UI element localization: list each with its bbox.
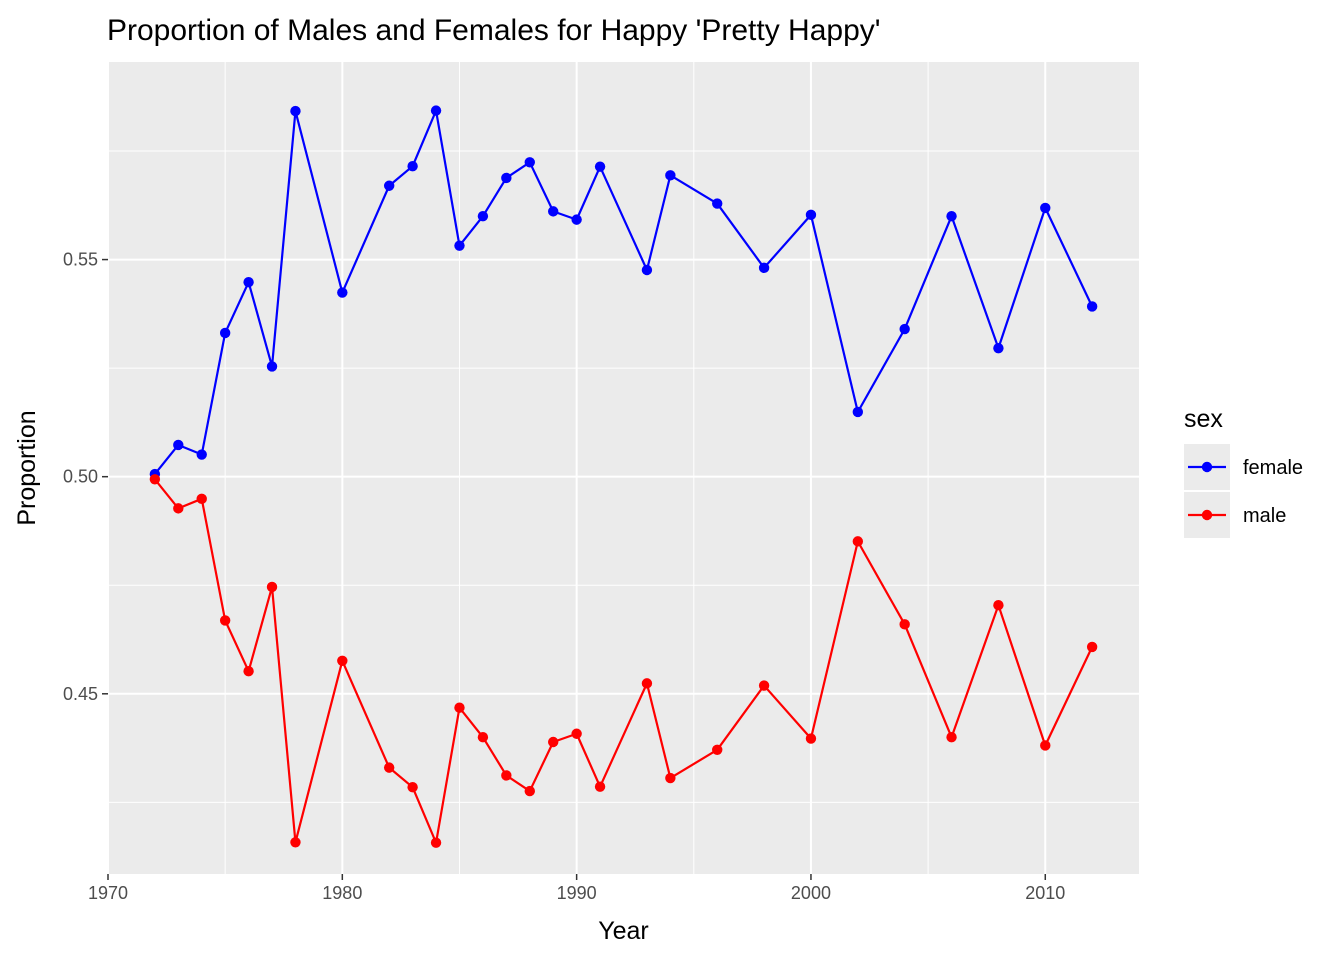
grid-minor	[108, 62, 1139, 874]
point-female-1984	[430, 105, 442, 116]
legend-label-male: male	[1243, 505, 1286, 527]
point-male-1977	[266, 581, 278, 593]
point-male-1989	[548, 736, 559, 748]
point-male-1993	[641, 678, 653, 689]
legend-key-point-female	[1201, 461, 1213, 473]
point-male-1983	[407, 781, 418, 793]
point-female-1989	[548, 206, 559, 217]
point-female-1991	[594, 161, 606, 172]
point-male-1974	[196, 493, 207, 505]
point-male-1990	[571, 728, 582, 739]
y-axis: 0.45 0.50 0.55	[63, 250, 108, 704]
point-female-1977	[266, 361, 278, 372]
point-male-1987	[501, 770, 512, 781]
point-male-1986	[477, 732, 489, 743]
point-male-1980	[337, 655, 348, 666]
point-male-1978	[290, 837, 301, 848]
x-axis: 1970 1980 1990 2000 2010	[88, 874, 1065, 903]
plot-panel	[108, 62, 1139, 874]
point-male-2008	[993, 600, 1004, 611]
point-male-1991	[594, 781, 606, 792]
point-male-2012	[1086, 641, 1098, 653]
chart-title: Proportion of Males and Females for Happ…	[107, 14, 880, 47]
point-male-2000	[805, 733, 817, 744]
point-female-1982	[383, 180, 395, 191]
point-female-2002	[852, 406, 864, 418]
point-male-1994	[665, 772, 676, 784]
point-male-1972	[149, 474, 161, 485]
y-tick-label-2: 0.55	[63, 250, 98, 270]
point-female-1994	[665, 170, 676, 181]
point-female-1976	[243, 276, 254, 288]
legend: sex female male	[1184, 405, 1303, 538]
point-female-1973	[173, 439, 184, 451]
series-layer	[149, 105, 1098, 848]
y-tick-label-1: 0.50	[63, 467, 98, 487]
point-female-1974	[196, 449, 207, 460]
x-tick-label-3: 2000	[791, 883, 831, 903]
x-tick-label-1: 1980	[322, 883, 362, 903]
x-tick-label-4: 2010	[1025, 883, 1065, 903]
point-female-2008	[993, 342, 1004, 354]
point-male-2004	[899, 619, 910, 630]
point-male-1976	[243, 666, 254, 677]
point-male-1975	[219, 615, 231, 626]
point-female-1975	[219, 327, 231, 339]
point-male-1998	[758, 680, 770, 691]
point-male-1996	[712, 744, 723, 756]
point-male-2006	[946, 732, 957, 743]
legend-key-point-male	[1201, 509, 1213, 521]
point-female-2006	[946, 210, 957, 222]
x-axis-title: Year	[598, 917, 649, 945]
y-tick-label-0: 0.45	[63, 684, 98, 704]
point-female-1988	[524, 157, 535, 168]
point-male-1982	[383, 762, 395, 773]
point-female-2012	[1086, 301, 1098, 312]
point-female-1986	[477, 210, 489, 222]
point-female-1993	[641, 264, 653, 276]
point-female-1990	[571, 214, 582, 225]
point-female-1987	[501, 172, 512, 184]
legend-label-female: female	[1243, 457, 1303, 479]
point-female-1996	[712, 198, 723, 209]
point-male-2002	[852, 536, 864, 547]
point-female-2000	[805, 209, 817, 221]
point-female-1980	[337, 287, 348, 298]
point-male-1988	[524, 785, 535, 797]
point-female-1983	[407, 161, 418, 172]
point-male-1984	[430, 837, 442, 848]
point-female-1998	[758, 262, 770, 274]
y-axis-title: Proportion	[13, 410, 41, 525]
x-tick-label-2: 1990	[557, 883, 597, 903]
point-male-1985	[454, 702, 465, 713]
point-female-1985	[454, 240, 465, 251]
point-female-2010	[1040, 202, 1051, 214]
legend-title: sex	[1184, 405, 1223, 433]
x-tick-label-0: 1970	[88, 883, 128, 903]
point-male-2010	[1040, 740, 1051, 751]
point-female-2004	[899, 323, 910, 335]
point-female-1978	[290, 105, 301, 117]
point-male-1973	[173, 503, 184, 514]
